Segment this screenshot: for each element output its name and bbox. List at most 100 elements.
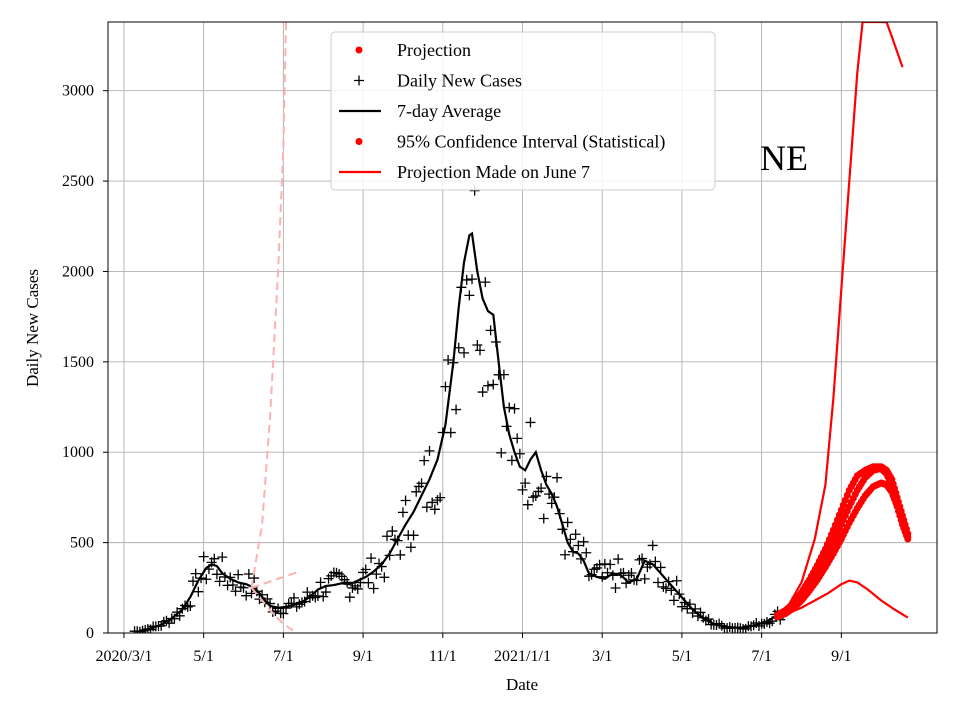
daily-case-point xyxy=(368,583,379,594)
daily-case-point xyxy=(530,490,541,501)
daily-case-point xyxy=(318,591,329,602)
daily-case-point xyxy=(443,355,454,366)
daily-case-point xyxy=(634,554,645,565)
daily-case-point xyxy=(552,472,563,483)
daily-case-point xyxy=(570,529,581,540)
x-tick-label: 2020/3/1 xyxy=(95,648,152,665)
y-tick-label: 2500 xyxy=(62,173,94,190)
daily-case-point xyxy=(589,564,600,575)
daily-case-point xyxy=(352,583,363,594)
daily-case-point xyxy=(445,427,456,438)
daily-case-point xyxy=(344,592,355,603)
series-7-day-average xyxy=(139,231,779,633)
daily-case-point xyxy=(243,569,254,580)
daily-case-point xyxy=(474,345,485,356)
series-95-confidence-interval-statistical-lower xyxy=(774,479,912,621)
series-line xyxy=(774,22,904,617)
y-axis-label: Daily New Cases xyxy=(23,269,42,387)
daily-case-point xyxy=(560,549,571,560)
legend-box xyxy=(330,31,716,191)
daily-case-point xyxy=(653,577,664,588)
ticks: 2020/3/1 5/1 7/1 9/1 11/1 2021/1/1 3/1 5/1 7/1 9/… xyxy=(62,83,852,665)
region-annotation: NE xyxy=(760,138,808,178)
daily-case-point xyxy=(562,517,573,528)
daily-case-point xyxy=(506,455,517,466)
x-tick-label: 3/1 xyxy=(592,648,612,665)
y-tick-label: 1000 xyxy=(62,444,94,461)
daily-case-point xyxy=(668,595,679,606)
daily-case-point xyxy=(334,568,345,579)
daily-case-point xyxy=(517,484,528,495)
daily-case-point xyxy=(514,448,525,459)
x-tick-label: 11/1 xyxy=(429,648,457,665)
y-tick-label: 1500 xyxy=(62,354,94,371)
daily-case-point xyxy=(581,547,592,558)
daily-case-point xyxy=(536,483,547,494)
daily-case-point xyxy=(525,417,536,428)
series-line xyxy=(251,570,300,589)
daily-case-point xyxy=(639,573,650,584)
daily-case-point xyxy=(278,608,289,619)
daily-case-point xyxy=(650,556,661,567)
daily-case-point xyxy=(411,486,422,497)
daily-case-point xyxy=(427,497,438,508)
daily-case-point xyxy=(209,553,220,564)
series-earlier-projection-lower xyxy=(250,587,295,633)
daily-case-point xyxy=(241,590,252,601)
daily-case-point xyxy=(605,559,616,570)
y-tick-label: 2000 xyxy=(62,263,94,280)
legend-label: Projection Made on June 7 xyxy=(397,162,590,182)
x-tick-label: 2021/1/1 xyxy=(494,648,551,665)
daily-case-point xyxy=(397,507,408,518)
daily-case-point xyxy=(637,553,648,564)
daily-case-point xyxy=(440,381,451,392)
series-projection-made-on-june-7-upper xyxy=(774,22,904,617)
projection-point xyxy=(904,535,912,543)
daily-case-point xyxy=(347,582,358,593)
daily-case-point xyxy=(246,588,257,599)
daily-case-point xyxy=(467,274,478,285)
legend-label: Daily New Cases xyxy=(397,71,522,91)
daily-case-point xyxy=(671,575,682,586)
daily-case-point xyxy=(379,572,390,583)
series-layer xyxy=(129,22,912,633)
daily-case-point xyxy=(381,531,392,542)
y-tick-label: 0 xyxy=(86,625,94,642)
daily-case-point xyxy=(435,492,446,503)
daily-case-point xyxy=(573,540,584,551)
daily-case-point xyxy=(504,402,515,413)
daily-case-point xyxy=(496,447,507,458)
daily-case-point xyxy=(477,387,488,398)
daily-case-point xyxy=(655,562,666,573)
legend-dot-icon xyxy=(355,46,363,54)
daily-case-point xyxy=(432,495,443,506)
daily-case-point xyxy=(421,502,432,513)
daily-case-point xyxy=(363,577,374,588)
daily-case-point xyxy=(310,592,321,603)
daily-case-point xyxy=(482,380,493,391)
daily-case-point xyxy=(509,403,520,414)
daily-case-point xyxy=(538,513,549,524)
daily-case-point xyxy=(302,587,313,598)
daily-case-point xyxy=(594,559,605,570)
daily-case-point xyxy=(315,577,326,588)
daily-case-point xyxy=(400,495,411,506)
x-tick-label: 9/1 xyxy=(353,648,373,665)
x-axis-label: Date xyxy=(506,675,538,694)
daily-case-point xyxy=(464,290,475,301)
series-line xyxy=(250,22,287,588)
daily-case-point xyxy=(488,379,499,390)
y-tick-label: 3000 xyxy=(62,83,94,100)
daily-case-point xyxy=(416,478,427,489)
series-earlier-projection-mid xyxy=(251,570,300,589)
daily-case-point xyxy=(185,600,196,611)
legend-label: 95% Confidence Interval (Statistical) xyxy=(397,132,665,153)
daily-case-point xyxy=(360,564,371,575)
x-tick-label: 9/1 xyxy=(831,648,851,665)
daily-case-point xyxy=(405,542,416,553)
daily-case-point xyxy=(233,569,244,580)
daily-case-point xyxy=(647,540,658,551)
daily-case-point xyxy=(626,567,637,578)
daily-case-point xyxy=(230,586,241,597)
